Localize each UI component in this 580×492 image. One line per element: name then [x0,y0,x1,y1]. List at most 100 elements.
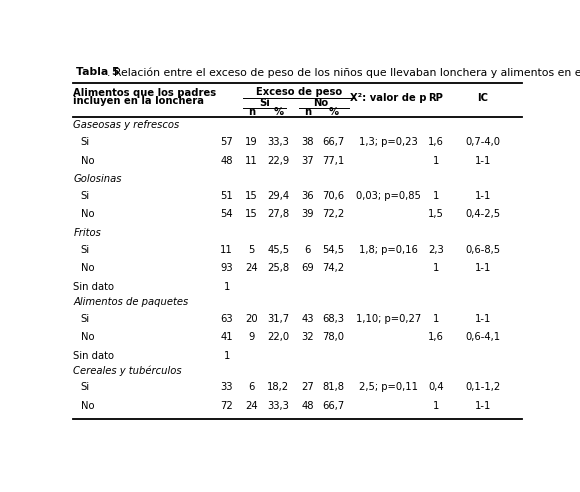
Text: 1-1: 1-1 [474,155,491,166]
Text: IC: IC [477,92,488,103]
Text: 1: 1 [433,263,439,273]
Text: Si: Si [81,313,90,324]
Text: 27: 27 [301,382,314,393]
Text: 1-1: 1-1 [474,401,491,411]
Text: 29,4: 29,4 [267,191,289,201]
Text: 6: 6 [304,245,311,254]
Text: 1,8; p=0,16: 1,8; p=0,16 [359,245,418,254]
Text: 1,5: 1,5 [428,210,444,219]
Text: 48: 48 [220,155,233,166]
Text: 1: 1 [433,313,439,324]
Text: 2,5; p=0,11: 2,5; p=0,11 [359,382,418,393]
Text: 0,4: 0,4 [428,382,444,393]
Text: Tabla 5: Tabla 5 [76,67,119,77]
Text: 33,3: 33,3 [267,137,289,147]
Text: 32: 32 [301,332,314,342]
Text: 20: 20 [245,313,258,324]
Text: %: % [273,107,284,117]
Text: n: n [248,107,255,117]
Text: 43: 43 [302,313,314,324]
Text: 11: 11 [245,155,258,166]
Text: 22,0: 22,0 [267,332,289,342]
Text: %: % [329,107,339,117]
Text: 51: 51 [220,191,233,201]
Text: 72,2: 72,2 [322,210,345,219]
Text: 18,2: 18,2 [267,382,289,393]
Text: 15: 15 [245,191,258,201]
Text: 1,10; p=0,27: 1,10; p=0,27 [356,313,421,324]
Text: 68,3: 68,3 [322,313,345,324]
Text: 66,7: 66,7 [322,401,345,411]
Text: 1: 1 [223,351,230,361]
Text: Alimentos que los padres: Alimentos que los padres [74,88,216,98]
Text: 39: 39 [301,210,314,219]
Text: Si: Si [81,137,90,147]
Text: 0,6-4,1: 0,6-4,1 [465,332,501,342]
Text: . Relación entre el exceso de peso de los niños que llevaban lonchera y alimento: . Relación entre el exceso de peso de lo… [107,67,580,78]
Text: 69: 69 [301,263,314,273]
Text: RP: RP [428,92,443,103]
Text: 33,3: 33,3 [267,401,289,411]
Text: 27,8: 27,8 [267,210,289,219]
Text: 22,9: 22,9 [267,155,289,166]
Text: 1-1: 1-1 [474,313,491,324]
Text: 81,8: 81,8 [322,382,345,393]
Text: 5: 5 [248,245,255,254]
Text: 41: 41 [220,332,233,342]
Text: 0,6-8,5: 0,6-8,5 [465,245,501,254]
Text: 0,7-4,0: 0,7-4,0 [465,137,501,147]
Text: No: No [313,98,328,108]
Text: 54: 54 [220,210,233,219]
Text: 1,6: 1,6 [428,137,444,147]
Text: 24: 24 [245,401,258,411]
Text: 1: 1 [433,401,439,411]
Text: Si: Si [81,382,90,393]
Text: 77,1: 77,1 [322,155,345,166]
Text: 15: 15 [245,210,258,219]
Text: 6: 6 [248,382,255,393]
Text: incluyen en la lonchera: incluyen en la lonchera [74,96,204,106]
Text: 1,3; p=0,23: 1,3; p=0,23 [359,137,418,147]
Text: Exceso de peso: Exceso de peso [256,88,342,97]
Text: No: No [81,155,94,166]
Text: 31,7: 31,7 [267,313,289,324]
Text: 72: 72 [220,401,233,411]
Text: No: No [81,332,94,342]
Text: 45,5: 45,5 [267,245,289,254]
Text: 63: 63 [220,313,233,324]
Text: No: No [81,401,94,411]
Text: Sin dato: Sin dato [74,351,114,361]
Text: 19: 19 [245,137,258,147]
Text: Fritos: Fritos [74,228,101,238]
Text: 48: 48 [302,401,314,411]
Text: 1: 1 [433,155,439,166]
Text: Si: Si [81,191,90,201]
Text: 33: 33 [220,382,233,393]
Text: No: No [81,263,94,273]
Text: Si: Si [81,245,90,254]
Text: 66,7: 66,7 [322,137,345,147]
Text: Sin dato: Sin dato [74,282,114,292]
Text: Gaseosas y refrescos: Gaseosas y refrescos [74,121,180,130]
Text: 0,4-2,5: 0,4-2,5 [465,210,501,219]
Text: 1-1: 1-1 [474,191,491,201]
Text: Golosinas: Golosinas [74,174,122,184]
Text: 9: 9 [248,332,255,342]
Text: 0,03; p=0,85: 0,03; p=0,85 [356,191,420,201]
Text: Alimentos de paquetes: Alimentos de paquetes [74,297,188,307]
Text: 36: 36 [301,191,314,201]
Text: 0,1-1,2: 0,1-1,2 [465,382,501,393]
Text: n: n [304,107,311,117]
Text: 1,6: 1,6 [428,332,444,342]
Text: 93: 93 [220,263,233,273]
Text: 57: 57 [220,137,233,147]
Text: 1-1: 1-1 [474,263,491,273]
Text: 11: 11 [220,245,233,254]
Text: Si: Si [259,98,270,108]
Text: No: No [81,210,94,219]
Text: 37: 37 [301,155,314,166]
Text: 1: 1 [433,191,439,201]
Text: 74,2: 74,2 [322,263,345,273]
Text: 25,8: 25,8 [267,263,289,273]
Text: Cereales y tubérculos: Cereales y tubérculos [74,366,182,376]
